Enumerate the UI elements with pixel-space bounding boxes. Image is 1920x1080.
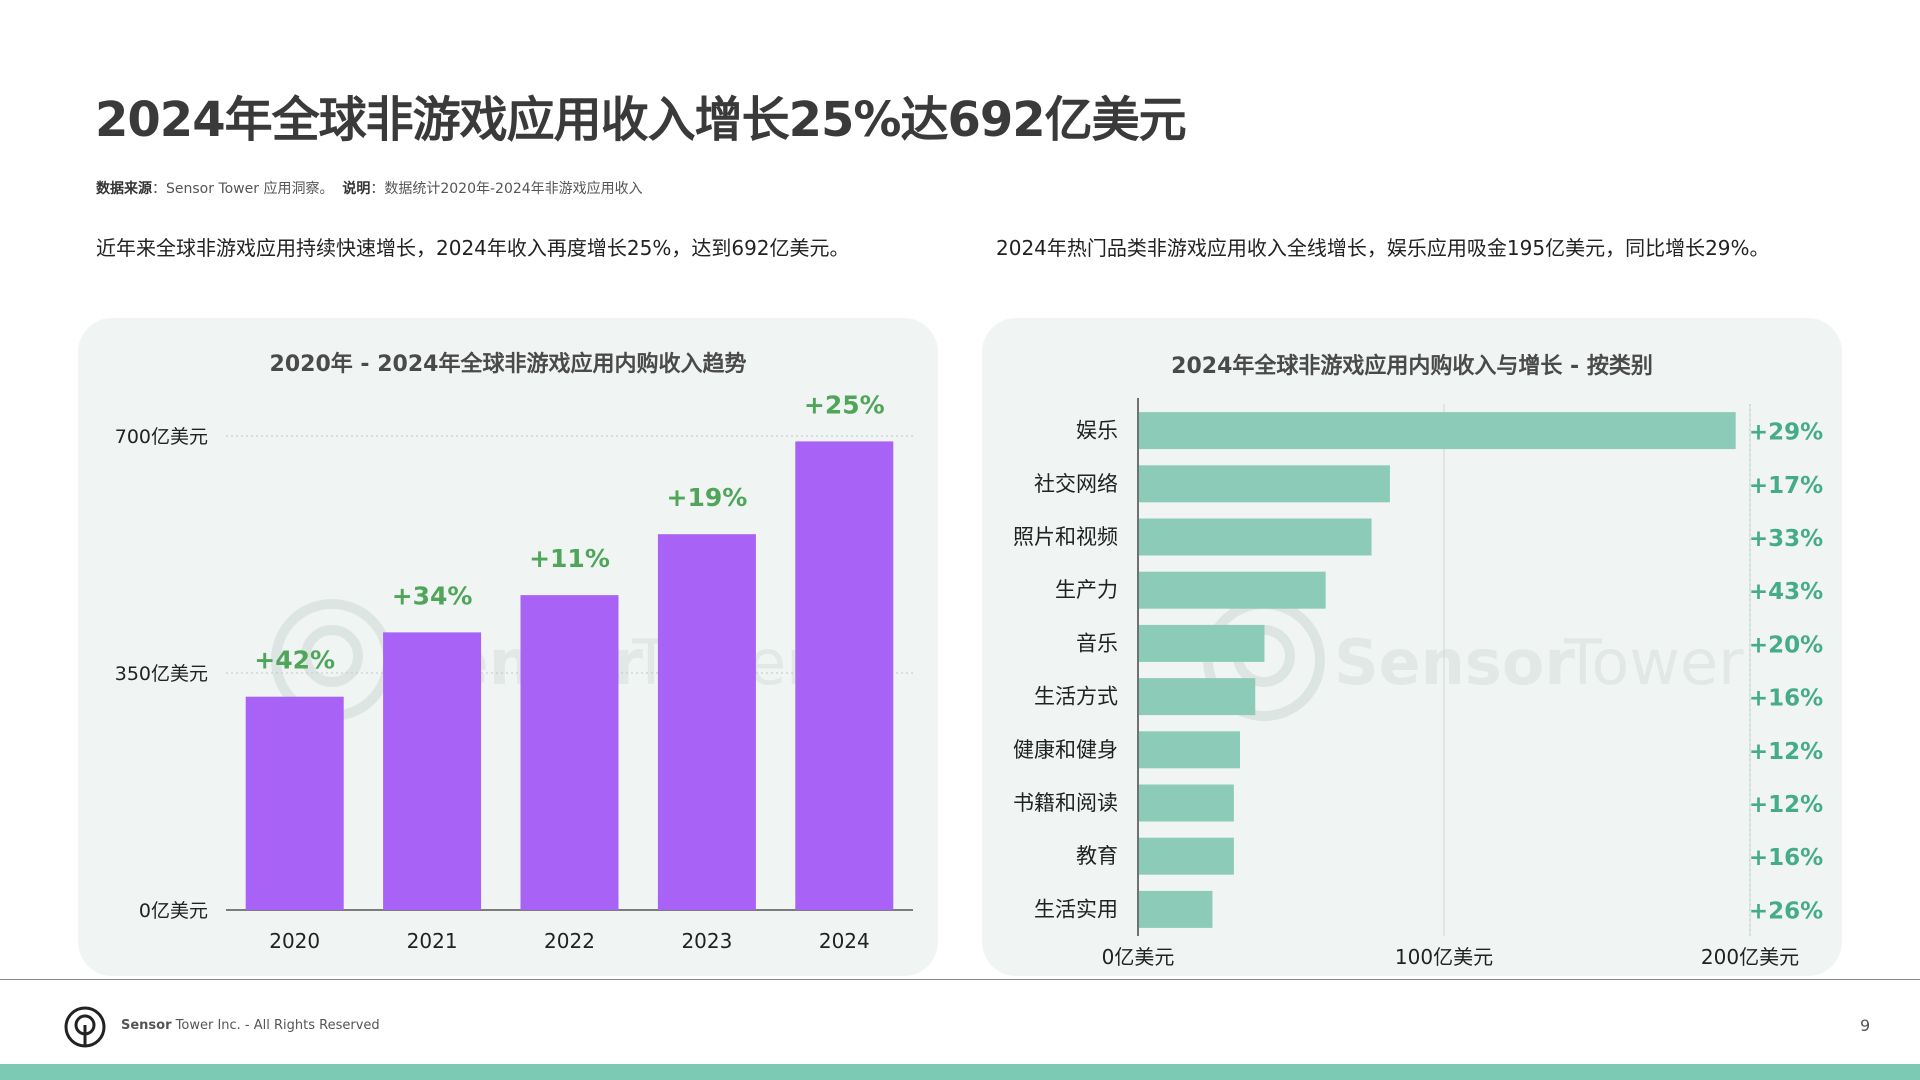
growth-label: +25% (804, 390, 885, 419)
bar (1139, 731, 1240, 769)
trend-chart-title: 2020年 - 2024年全球非游戏应用内购收入趋势 (269, 352, 747, 377)
category-label: 娱乐 (1076, 419, 1118, 443)
bar (795, 441, 894, 910)
bar (383, 632, 482, 910)
growth-label: +19% (667, 483, 748, 512)
category-label: 生活实用 (1034, 897, 1118, 921)
growth-label: +26% (1749, 898, 1823, 924)
source-value: ：Sensor Tower 应用洞察。 (152, 181, 334, 197)
category-chart-title: 2024年全球非游戏应用内购收入与增长 - 按类别 (1171, 354, 1653, 379)
left-description: 近年来全球非游戏应用持续快速增长，2024年收入再度增长25%，达到692亿美元… (96, 236, 850, 260)
footer-copyright: Sensor Tower Inc. - All Rights Reserved (121, 1018, 380, 1033)
y-tick-label: 350亿美元 (115, 663, 208, 685)
growth-label: +20% (1749, 632, 1823, 658)
growth-label: +29% (1749, 420, 1823, 446)
x-tick-label: 2024 (819, 929, 870, 953)
growth-label: +43% (1749, 579, 1823, 605)
note-label: 说明 (342, 181, 371, 197)
source-label: 数据来源 (96, 181, 152, 197)
bar (1139, 571, 1326, 609)
x-tick-label: 2021 (407, 929, 458, 953)
category-label: 音乐 (1076, 631, 1118, 655)
footer-rights: Tower Inc. - All Rights Reserved (171, 1018, 380, 1033)
watermark-logo-inner (301, 625, 363, 687)
bar (520, 595, 619, 910)
category-label: 书籍和阅读 (1013, 791, 1118, 815)
footer-company: Sensor (121, 1018, 172, 1033)
growth-label: +12% (1749, 739, 1823, 765)
category-label: 健康和健身 (1013, 738, 1118, 762)
bar (1139, 624, 1265, 662)
y-tick-label: 0亿美元 (139, 900, 208, 922)
bar (1139, 412, 1736, 450)
x-tick-label: 2020 (269, 929, 320, 953)
sensor-tower-logo-icon (64, 1006, 106, 1048)
growth-label: +16% (1749, 845, 1823, 871)
category-label: 社交网络 (1034, 472, 1118, 496)
watermark-text-b: Tower (1563, 626, 1744, 699)
right-description: 2024年热门品类非游戏应用收入全线增长，娱乐应用吸金195亿美元，同比增长29… (996, 236, 1770, 260)
footer-divider (0, 979, 1920, 980)
growth-label: +33% (1749, 526, 1823, 552)
category-label: 照片和视频 (1013, 525, 1118, 549)
x-tick-label: 2023 (681, 929, 732, 953)
category-label: 教育 (1076, 844, 1118, 868)
page-number: 9 (1860, 1016, 1871, 1035)
bar (657, 534, 756, 910)
source-note: 数据来源：Sensor Tower 应用洞察。 说明：数据统计2020年-202… (96, 178, 643, 198)
bar (1139, 837, 1234, 875)
growth-label: +16% (1749, 686, 1823, 712)
category-chart-panel: 2024年全球非游戏应用内购收入与增长 - 按类别 Sensor Tower 0亿… (982, 318, 1842, 976)
note-value: ：数据统计2020年-2024年非游戏应用收入 (370, 181, 643, 197)
bar (1139, 678, 1256, 716)
bar (1139, 465, 1390, 503)
bar (245, 696, 344, 910)
watermark-text-a: Sensor (1334, 626, 1575, 699)
page-title: 2024年全球非游戏应用收入增长25%达692亿美元 (95, 92, 1187, 148)
bar (1139, 784, 1234, 822)
x-tick-label: 200亿美元 (1701, 945, 1799, 969)
bar (1139, 890, 1213, 928)
growth-label: +42% (254, 646, 335, 675)
x-tick-label: 2022 (544, 929, 595, 953)
bar (1139, 518, 1372, 556)
brand-bar (0, 1064, 1920, 1080)
growth-label: +11% (529, 544, 610, 573)
growth-label: +34% (392, 581, 473, 610)
x-tick-label: 100亿美元 (1395, 945, 1493, 969)
growth-label: +17% (1749, 473, 1823, 499)
y-tick-label: 700亿美元 (115, 426, 208, 448)
growth-label: +12% (1749, 792, 1823, 818)
category-label: 生活方式 (1034, 685, 1118, 709)
x-tick-label: 0亿美元 (1102, 945, 1175, 969)
category-label: 生产力 (1055, 578, 1118, 602)
